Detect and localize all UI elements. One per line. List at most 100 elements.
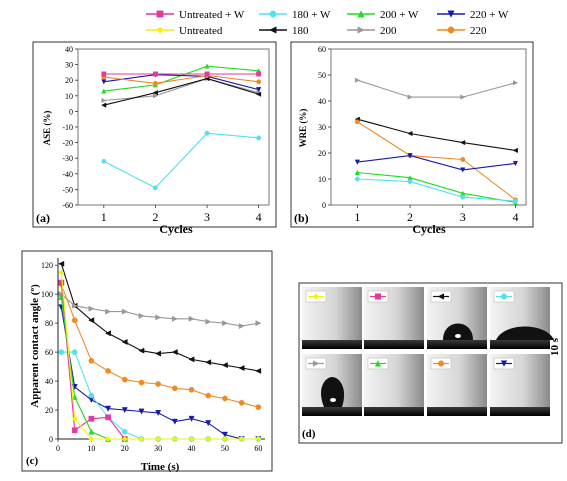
legend-marker-c220_w [447, 10, 455, 18]
series-line-c220 [357, 121, 516, 201]
data-point-c220_w [138, 408, 145, 415]
data-point-untreated [71, 415, 78, 422]
data-point-c200 [255, 320, 262, 327]
y-tick-label: 30 [65, 61, 73, 70]
y-tick-label: -40 [62, 170, 73, 179]
droplet-photo-c220 [427, 354, 487, 416]
data-point-untreated_w [152, 71, 158, 77]
data-point-c180 [58, 260, 65, 267]
panel-c-label: (c) [26, 455, 39, 467]
panel-c-xlabel: Time (s) [141, 461, 180, 473]
droplet-photo-c180 [427, 287, 487, 349]
data-point-c200 [205, 318, 212, 325]
sample-surface [364, 340, 424, 349]
series-line-c180 [357, 118, 516, 151]
data-point-untreated_w [256, 71, 262, 77]
data-point-c220 [354, 119, 360, 125]
data-point-c180 [88, 317, 95, 324]
data-point-c220_w [188, 415, 195, 422]
data-point-untreated_w [101, 71, 107, 77]
data-point-c180_w [256, 135, 262, 141]
data-point-c220_w [155, 410, 162, 417]
y-tick-label: 40 [45, 377, 53, 386]
y-tick-label: 0 [49, 435, 53, 444]
x-tick-label: 20 [121, 444, 129, 453]
legend-label-c200_w: 200 + W [380, 9, 419, 21]
x-tick-label: 2 [152, 210, 158, 224]
data-point-c180_w [71, 349, 78, 355]
data-point-c200 [88, 305, 95, 312]
data-point-c200 [407, 94, 413, 100]
data-point-c180 [205, 359, 212, 366]
legend-marker-untreated_w [156, 10, 164, 18]
panel-c: 0 20 40 60 80 100 120 0 10 20 30 40 50 60 (c) Time (s… [21, 250, 273, 473]
data-point-c180_w [460, 194, 466, 200]
legend-label-c180: 180 [292, 25, 309, 37]
data-point-c180 [255, 367, 262, 374]
data-point-c200_w [58, 293, 65, 300]
panel-a-xlabel: Cycles [159, 222, 193, 236]
droplet-photo-untreated_w [364, 287, 424, 349]
series-line-c200_w [357, 171, 516, 203]
droplet-highlight [330, 398, 336, 402]
droplet [443, 323, 473, 340]
photo-legend-marker-c220 [437, 360, 445, 367]
x-tick-label: 10 [87, 444, 95, 453]
data-point-c180_w [121, 428, 128, 435]
legend-marker-untreated [156, 26, 164, 34]
x-tick-label: 4 [256, 210, 262, 224]
data-point-c180 [238, 365, 245, 372]
data-point-c220_w [205, 420, 212, 427]
photo-legend-marker-c180_w [500, 293, 508, 300]
legend-label-c220_w: 220 + W [470, 9, 509, 21]
data-point-c180 [459, 139, 466, 146]
y-tick-label: 10 [318, 175, 326, 184]
sample-surface [490, 407, 550, 416]
data-point-untreated [105, 436, 112, 442]
data-point-c220_w [256, 87, 262, 93]
data-point-c200 [71, 302, 78, 309]
droplet-photo-c180_w [490, 287, 554, 349]
panel-a: -60 -50 -40 -30 -20 -10 0 10 20 30 40 1 2 3 4 (a) Cycl… [32, 41, 277, 236]
data-point-untreated [88, 436, 95, 442]
x-tick-label: 3 [460, 210, 466, 224]
data-point-c220 [188, 386, 195, 393]
data-point-untreated_w [88, 415, 95, 422]
data-point-c200 [238, 323, 245, 330]
data-point-c180_w [354, 176, 360, 182]
y-tick-label: 30 [318, 123, 326, 132]
x-tick-label: 0 [56, 444, 60, 453]
photo-legend-marker-c220_w [500, 360, 508, 367]
photo-legend-marker-c200_w [374, 360, 382, 367]
data-point-c220_w [512, 160, 519, 167]
data-point-c200 [121, 308, 128, 315]
data-point-c200 [105, 308, 112, 315]
droplet-photo-untreated [302, 287, 362, 349]
legend-label-c180_w: 180 + W [292, 9, 331, 21]
data-point-c180 [188, 356, 195, 363]
data-point-c220_w [121, 407, 128, 414]
panel-d-frame [298, 282, 563, 444]
data-point-c220_w [105, 405, 112, 412]
data-point-c180_w [58, 349, 65, 355]
legend-label-untreated_w: Untreated + W [179, 9, 245, 21]
data-point-c180 [221, 362, 228, 369]
panel-a-label: (a) [36, 211, 50, 225]
data-point-c220 [205, 392, 212, 399]
y-tick-label: 20 [45, 406, 53, 415]
y-tick-label: 80 [45, 319, 53, 328]
legend: Untreated + W 180 + W 200 + W 220 + W Untrea… [146, 9, 509, 37]
data-point-c180 [171, 349, 178, 356]
data-point-c220 [222, 395, 228, 402]
panel-a-frame [32, 41, 277, 228]
y-tick-label: -50 [62, 185, 73, 194]
series-line-c180_w [103, 132, 259, 189]
legend-marker-c180_w [269, 10, 277, 18]
legend-marker-c200_w [357, 10, 365, 18]
data-point-c180_w [152, 185, 158, 191]
y-tick-label: 20 [318, 149, 326, 158]
data-point-c180 [407, 130, 413, 137]
data-point-c200 [172, 315, 179, 322]
data-point-c180_w [88, 392, 95, 399]
